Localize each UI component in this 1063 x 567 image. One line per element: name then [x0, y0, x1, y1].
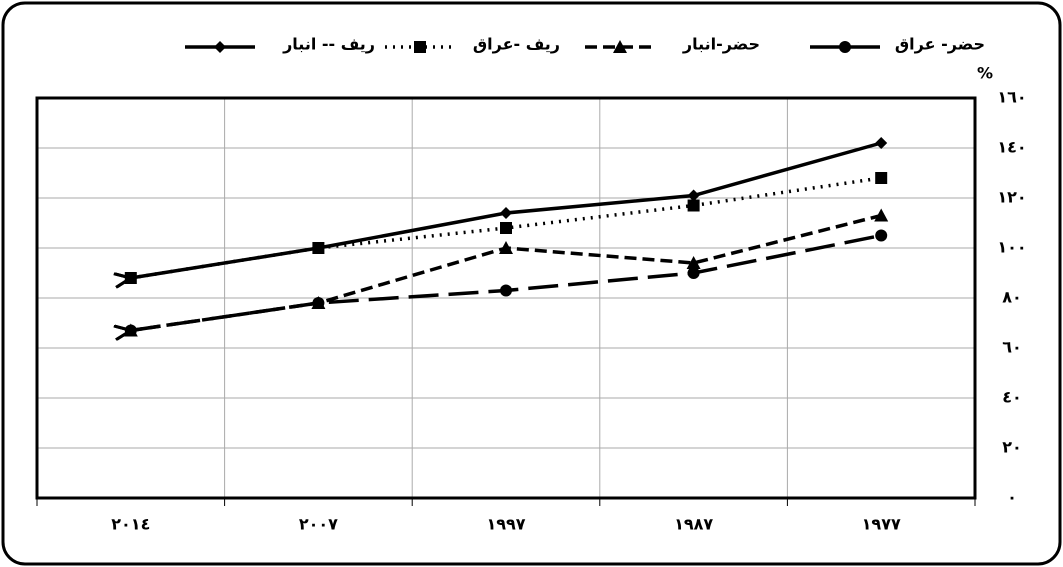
y-tick-label: ١٠٠ — [997, 238, 1026, 257]
legend-marker — [839, 41, 851, 53]
point — [312, 242, 325, 254]
legend-marker — [414, 41, 426, 53]
point — [311, 296, 326, 309]
y-tick-label: ٢٠ — [1002, 438, 1022, 457]
y-tick-label: ١٢٠ — [997, 188, 1026, 207]
plot-area — [35, 96, 977, 500]
y-tick-label: ٠ — [1007, 488, 1017, 507]
point — [686, 256, 701, 269]
point — [499, 241, 513, 254]
x-tick-label: ٢٠١٤ — [111, 515, 150, 534]
legend-item: ريف -- انبار — [185, 35, 375, 54]
point — [874, 208, 889, 222]
point — [124, 272, 137, 284]
legend-label: حضر- عراق — [895, 35, 985, 54]
legend-label: ريف -عراق — [473, 35, 560, 54]
point — [687, 199, 700, 212]
x-tick-label: ١٩٩٧ — [486, 515, 525, 534]
legend-label: حضر-انبار — [682, 35, 760, 54]
y-tick-label: ١٤٠ — [997, 138, 1026, 157]
y-tick-label: ١٦٠ — [997, 88, 1026, 107]
y-tick-label: ٨٠ — [1002, 288, 1022, 307]
point — [875, 137, 888, 149]
legend-label: ريف -- انبار — [282, 35, 375, 54]
legend-item: حضر-انبار — [585, 35, 760, 54]
y-axis-unit: % — [977, 64, 993, 83]
legend-item: حضر- عراق — [810, 35, 985, 54]
legend-marker — [613, 40, 627, 53]
x-tick-label: ١٩٨٧ — [674, 515, 713, 534]
point — [500, 284, 512, 297]
legend-item: ريف -عراق — [385, 35, 560, 54]
point — [500, 207, 512, 219]
point — [875, 172, 888, 184]
y-tick-label: ٤٠ — [1002, 388, 1022, 407]
point — [687, 267, 700, 279]
point — [687, 189, 700, 202]
x-tick-label: ١٩٧٧ — [862, 515, 901, 534]
point — [123, 323, 138, 337]
x-tick-label: ٢٠٠٧ — [299, 515, 338, 534]
point — [875, 229, 888, 242]
legend-marker — [214, 41, 226, 53]
point — [500, 222, 512, 234]
y-tick-label: ٦٠ — [1002, 338, 1022, 357]
